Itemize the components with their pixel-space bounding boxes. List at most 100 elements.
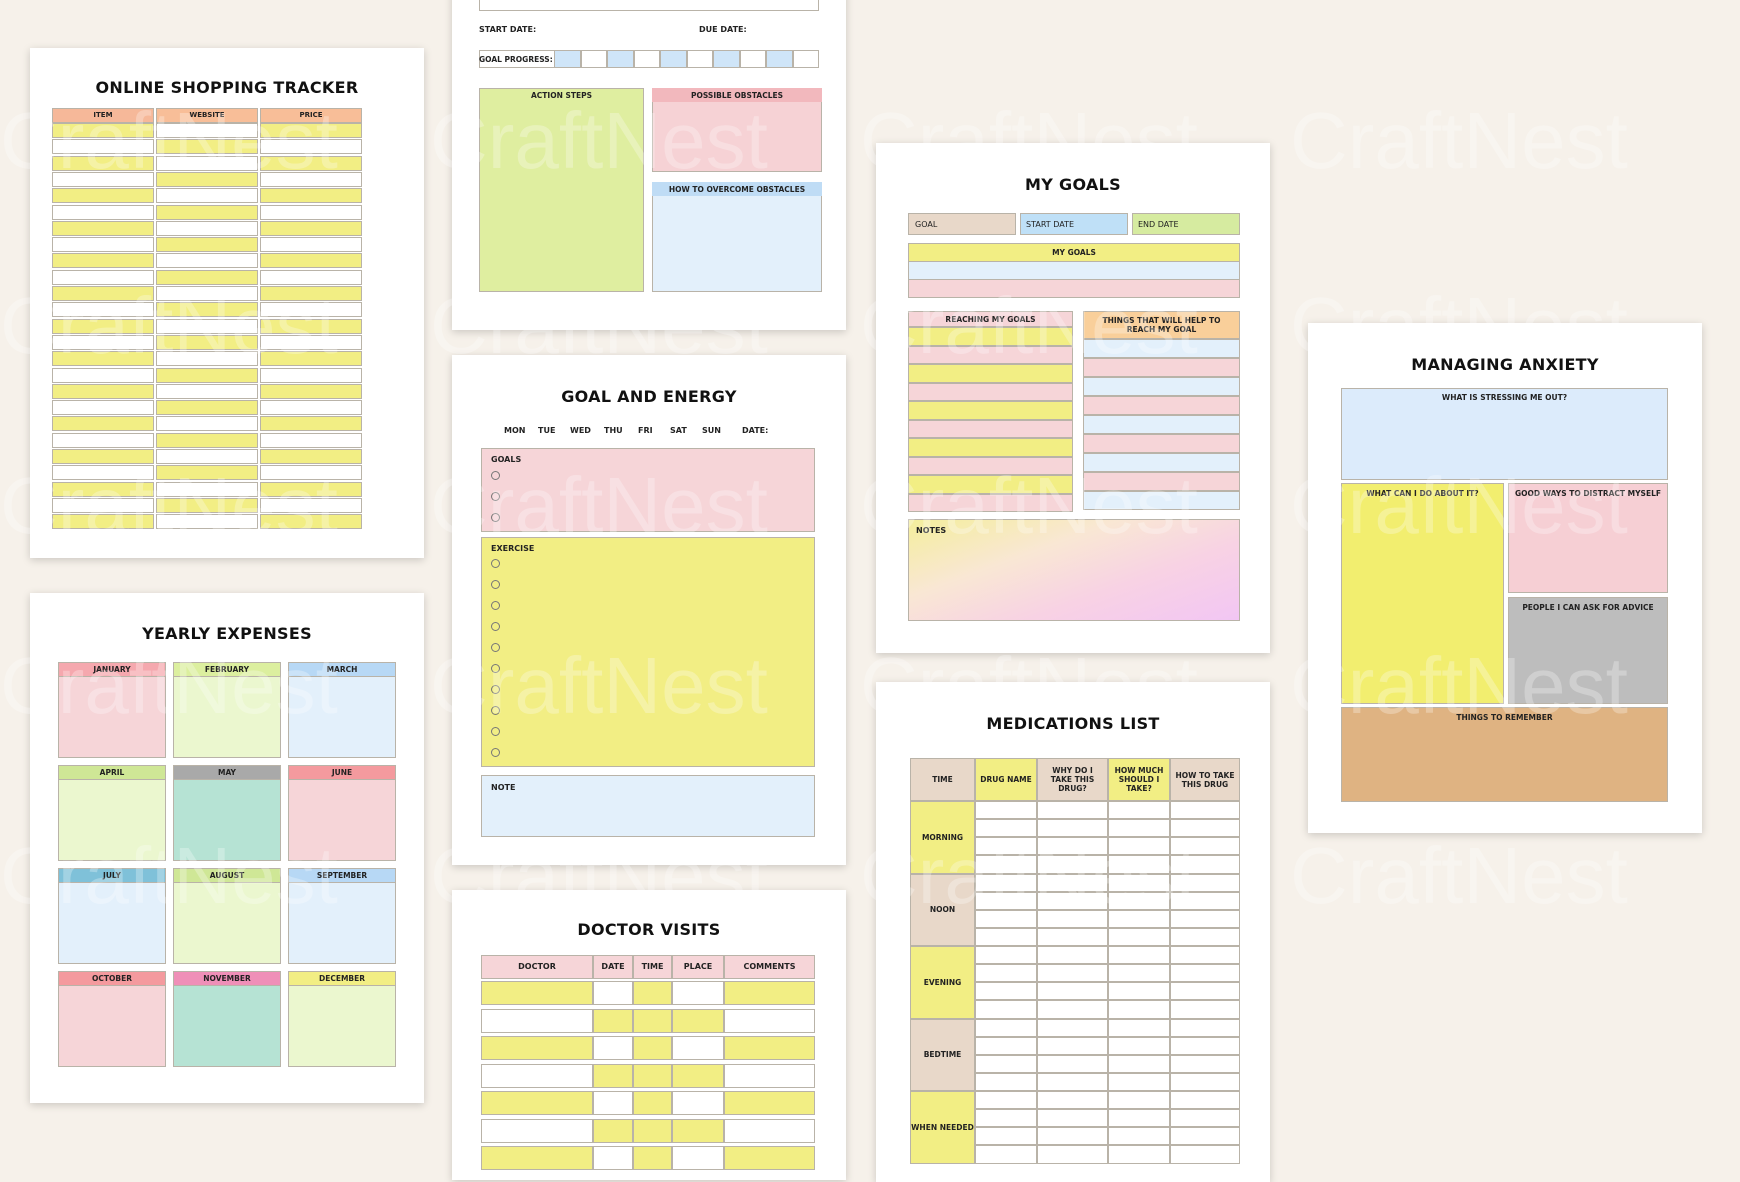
month-header: FEBRUARY bbox=[173, 662, 281, 677]
table-cell bbox=[260, 139, 362, 155]
things-row bbox=[1083, 377, 1240, 396]
progress-cell bbox=[660, 50, 687, 68]
end-date-field: END DATE bbox=[1132, 213, 1240, 235]
table-cell bbox=[481, 1008, 593, 1033]
table-cell bbox=[260, 269, 362, 285]
table-cell bbox=[593, 981, 633, 1005]
table-cell bbox=[975, 1091, 1037, 1110]
table-cell bbox=[52, 351, 154, 367]
table-cell bbox=[1037, 946, 1108, 965]
month-box bbox=[58, 985, 166, 1067]
month-box bbox=[173, 985, 281, 1067]
table-cell bbox=[1037, 819, 1108, 838]
page-title: MEDICATIONS LIST bbox=[986, 714, 1160, 733]
table-cell bbox=[156, 367, 258, 383]
table-cell bbox=[593, 1008, 633, 1033]
distract-box: GOOD WAYS TO DISTRACT MYSELF bbox=[1508, 483, 1668, 593]
table-cell bbox=[260, 432, 362, 448]
table-cell bbox=[975, 873, 1037, 892]
month-header: MARCH bbox=[288, 662, 396, 677]
start-date-label: START DATE bbox=[1026, 220, 1075, 229]
table-cell bbox=[1170, 891, 1240, 910]
what-do-label: WHAT CAN I DO ABOUT IT? bbox=[1366, 488, 1479, 498]
table-cell bbox=[52, 318, 154, 334]
table-cell bbox=[1108, 1000, 1170, 1019]
table-cell bbox=[156, 253, 258, 269]
progress-cell bbox=[766, 50, 793, 68]
table-cell bbox=[1108, 1109, 1170, 1128]
end-date-label: END DATE bbox=[1138, 220, 1179, 229]
reaching-row bbox=[908, 382, 1073, 401]
table-cell bbox=[1037, 1000, 1108, 1019]
table-cell bbox=[52, 155, 154, 171]
progress-cell bbox=[686, 50, 713, 68]
goals-label: GOALS bbox=[491, 455, 522, 464]
shopping-tracker-sheet: ONLINE SHOPPING TRACKER ITEM WEBSITE PRICE bbox=[30, 48, 424, 558]
month-box bbox=[58, 676, 166, 758]
action-steps-box: ACTION STEPS bbox=[479, 88, 644, 292]
reaching-row bbox=[908, 438, 1073, 457]
table-cell bbox=[52, 237, 154, 253]
table-cell bbox=[1108, 1091, 1170, 1110]
goals-box: GOALS bbox=[481, 448, 815, 532]
table-cell bbox=[672, 981, 724, 1005]
table-header: ITEM bbox=[52, 108, 154, 123]
table-header: HOW MUCH SHOULD I TAKE? bbox=[1108, 758, 1170, 801]
things-row bbox=[1083, 339, 1240, 358]
page-title: YEARLY EXPENSES bbox=[142, 624, 312, 643]
table-cell bbox=[1108, 801, 1170, 820]
day-label: SUN bbox=[702, 426, 721, 435]
table-cell bbox=[156, 351, 258, 367]
table-cell bbox=[52, 481, 154, 497]
table-cell bbox=[52, 334, 154, 350]
stress-box: WHAT IS STRESSING ME OUT? bbox=[1341, 388, 1668, 480]
table-cell bbox=[593, 1146, 633, 1170]
table-cell bbox=[1108, 1036, 1170, 1055]
month-header: SEPTEMBER bbox=[288, 868, 396, 883]
month-box bbox=[288, 882, 396, 964]
table-cell bbox=[481, 1091, 593, 1115]
things-row bbox=[1083, 358, 1240, 377]
month-box bbox=[288, 985, 396, 1067]
month-header: AUGUST bbox=[173, 868, 281, 883]
table-cell bbox=[975, 855, 1037, 874]
progress-cell bbox=[792, 50, 819, 68]
table-cell bbox=[975, 837, 1037, 856]
table-cell bbox=[260, 155, 362, 171]
table-cell bbox=[1108, 819, 1170, 838]
table-cell bbox=[1170, 946, 1240, 965]
month-header: APRIL bbox=[58, 765, 166, 780]
month-box bbox=[288, 676, 396, 758]
table-cell bbox=[1108, 1127, 1170, 1146]
progress-cell bbox=[580, 50, 607, 68]
table-cell bbox=[156, 155, 258, 171]
progress-cell bbox=[554, 50, 581, 68]
table-cell bbox=[672, 1063, 724, 1088]
table-cell bbox=[52, 514, 154, 530]
table-cell bbox=[724, 1118, 815, 1143]
overcome-header: HOW TO OVERCOME OBSTACLES bbox=[652, 182, 822, 196]
due-date-label: DUE DATE: bbox=[699, 25, 747, 34]
reaching-row bbox=[908, 475, 1073, 494]
table-header: PLACE bbox=[672, 955, 724, 979]
table-cell bbox=[52, 432, 154, 448]
table-cell bbox=[672, 1036, 724, 1060]
day-label: THU bbox=[604, 426, 623, 435]
table-cell bbox=[1170, 855, 1240, 874]
time-label: NOON bbox=[910, 873, 975, 946]
checkbox-circle bbox=[491, 559, 500, 568]
time-label: BEDTIME bbox=[910, 1018, 975, 1091]
table-cell bbox=[1170, 982, 1240, 1001]
table-cell bbox=[1170, 801, 1240, 820]
table-cell bbox=[1037, 1145, 1108, 1164]
month-box bbox=[173, 779, 281, 861]
things-row bbox=[1083, 415, 1240, 434]
month-header: JUNE bbox=[288, 765, 396, 780]
month-header: MAY bbox=[173, 765, 281, 780]
table-cell bbox=[975, 927, 1037, 946]
month-header: NOVEMBER bbox=[173, 971, 281, 986]
table-cell bbox=[156, 383, 258, 399]
table-cell bbox=[260, 220, 362, 236]
table-cell bbox=[260, 514, 362, 530]
table-cell bbox=[52, 286, 154, 301]
